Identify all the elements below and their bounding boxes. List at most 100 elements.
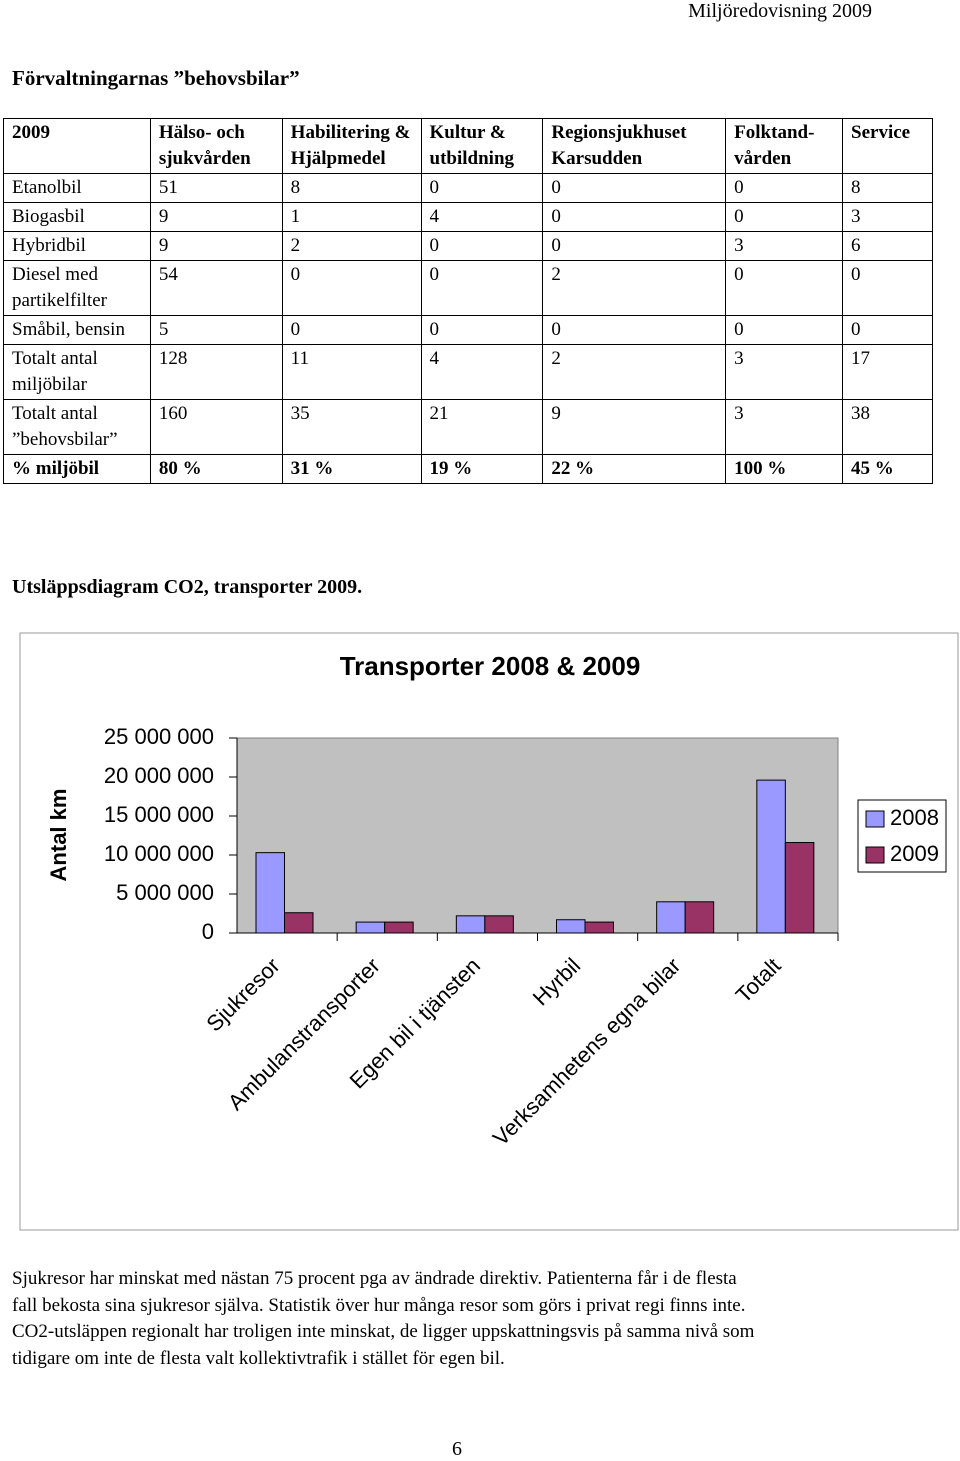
table-cell: 8 bbox=[842, 173, 933, 203]
table-cell: 5 bbox=[149, 315, 283, 345]
bar bbox=[784, 842, 815, 934]
table-cell: 6 bbox=[842, 231, 933, 261]
header-cell: Regionsjukhuset Karsudden bbox=[542, 118, 727, 174]
bar bbox=[455, 915, 486, 934]
table-cell: 4 bbox=[420, 202, 544, 232]
table-cell: 3 bbox=[842, 202, 933, 232]
table-cell: Diesel med partikelfilter bbox=[3, 260, 151, 316]
table-row: Etanolbil 51 8 0 0 0 8 bbox=[3, 173, 933, 203]
table-cell: 9 bbox=[149, 231, 283, 261]
table-cell: 160 bbox=[149, 399, 283, 455]
table-cell: 0 bbox=[842, 315, 933, 345]
table-cell: 0 bbox=[842, 260, 933, 316]
table-cell: 19 % bbox=[420, 454, 544, 484]
paragraph: Sjukresor har minskat med nästan 75 proc… bbox=[12, 1266, 754, 1372]
bar bbox=[556, 919, 586, 934]
bar bbox=[656, 901, 686, 934]
bar bbox=[384, 921, 414, 934]
table-cell: 21 bbox=[420, 399, 544, 455]
paragraph-line: CO2-utsläppen regionalt har troligen int… bbox=[12, 1321, 755, 1342]
table-row: Totalt antal ”behovsbilar” 160 35 21 9 3 38 bbox=[3, 399, 933, 455]
table-cell: 2 bbox=[542, 344, 727, 400]
y-tick-label: 0 bbox=[202, 919, 214, 944]
table-cell: 3 bbox=[725, 344, 844, 400]
table-cell: 0 bbox=[281, 260, 422, 316]
table-cell: 0 bbox=[420, 260, 544, 316]
table-cell: Hybridbil bbox=[3, 231, 151, 261]
bar bbox=[684, 901, 715, 934]
legend-label: 2009 bbox=[890, 841, 939, 866]
chart: Transporter 2008 & 2009 Antal km 0 5 000 … bbox=[19, 632, 959, 1231]
header-cell: 2009 bbox=[3, 118, 151, 174]
legend-label: 2008 bbox=[890, 805, 939, 830]
section-title: Förvaltningarnas ”behovsbilar” bbox=[12, 66, 300, 90]
chart-title: Transporter 2008 & 2009 bbox=[340, 651, 641, 681]
table-cell: 22 % bbox=[542, 454, 727, 484]
table-cell: 0 bbox=[420, 173, 544, 203]
bar bbox=[756, 779, 786, 934]
y-tick-label: 5 000 000 bbox=[116, 880, 214, 905]
bar bbox=[355, 921, 386, 934]
table-cell: 8 bbox=[281, 173, 422, 203]
chart-caption: Utsläppsdiagram CO2, transporter 2009. bbox=[12, 576, 363, 598]
y-axis-label: Antal km bbox=[46, 789, 71, 882]
table-row: Småbil, bensin 5 0 0 0 0 0 bbox=[3, 315, 933, 345]
table-cell: 31 % bbox=[281, 454, 422, 484]
table-cell: 0 bbox=[542, 173, 727, 203]
table-cell: Totalt antal ”behovsbilar” bbox=[3, 399, 151, 455]
table-cell: 54 bbox=[149, 260, 283, 316]
header-cell: Hälso- och sjukvården bbox=[149, 118, 283, 174]
table-cell: 128 bbox=[149, 344, 283, 400]
table-cell: 2 bbox=[542, 260, 727, 316]
y-tick-label: 25 000 000 bbox=[104, 724, 214, 749]
table-cell: % miljöbil bbox=[3, 454, 151, 484]
table-cell: 9 bbox=[149, 202, 283, 232]
table-cell: 1 bbox=[281, 202, 422, 232]
table-cell: 4 bbox=[420, 344, 544, 400]
table-cell: 0 bbox=[725, 315, 844, 345]
table-cell: 0 bbox=[420, 231, 544, 261]
table-cell: 9 bbox=[542, 399, 727, 455]
table-cell: 0 bbox=[420, 315, 544, 345]
table-cell: Totalt antal miljöbilar bbox=[3, 344, 151, 400]
table-cell: Etanolbil bbox=[3, 173, 151, 203]
table: 2009 Hälso- och sjukvården Habilitering & … bbox=[3, 118, 933, 484]
legend-swatch bbox=[865, 810, 885, 828]
header-cell: Folktand-vården bbox=[725, 118, 844, 174]
bar bbox=[284, 912, 314, 934]
header-cell: Service bbox=[842, 118, 933, 174]
bar bbox=[484, 915, 514, 934]
page-number: 6 bbox=[452, 1438, 462, 1460]
header-cell: Kultur & utbildning bbox=[420, 118, 544, 174]
header-row: 2009 Hälso- och sjukvården Habilitering & … bbox=[3, 118, 933, 174]
table-cell: 45 % bbox=[842, 454, 933, 484]
table-row: % miljöbil 80 % 31 % 19 % 22 % 100 % 45 % bbox=[3, 454, 933, 484]
table-cell: Småbil, bensin bbox=[3, 315, 151, 345]
table-cell: 0 bbox=[542, 315, 727, 345]
table-cell: 17 bbox=[842, 344, 933, 400]
y-tick-label: 10 000 000 bbox=[104, 841, 214, 866]
y-tick-label: 15 000 000 bbox=[104, 802, 214, 827]
table-cell: Biogasbil bbox=[3, 202, 151, 232]
running-title: Miljöredovisning 2009 bbox=[688, 0, 872, 22]
table-cell: 0 bbox=[725, 173, 844, 203]
table-cell: 3 bbox=[725, 399, 844, 455]
table-cell: 100 % bbox=[725, 454, 844, 484]
table-cell: 0 bbox=[725, 260, 844, 316]
table-cell: 0 bbox=[725, 202, 844, 232]
bar bbox=[255, 852, 285, 934]
table-cell: 80 % bbox=[149, 454, 283, 484]
table-cell: 11 bbox=[281, 344, 422, 400]
legend-swatch bbox=[865, 846, 885, 864]
y-tick-label: 20 000 000 bbox=[104, 763, 214, 788]
paragraph-line: fall bekosta sina sjukresor själva. Stat… bbox=[12, 1294, 746, 1316]
table-cell: 38 bbox=[842, 399, 933, 455]
table-cell: 2 bbox=[281, 231, 422, 261]
header-cell: Habilitering & Hjälpmedel bbox=[281, 118, 422, 174]
table-cell: 0 bbox=[542, 231, 727, 261]
table-cell: 51 bbox=[149, 173, 283, 203]
plot-area bbox=[236, 737, 839, 934]
paragraph-line: Sjukresor har minskat med nästan 75 proc… bbox=[12, 1268, 737, 1289]
table-cell: 35 bbox=[281, 399, 422, 455]
